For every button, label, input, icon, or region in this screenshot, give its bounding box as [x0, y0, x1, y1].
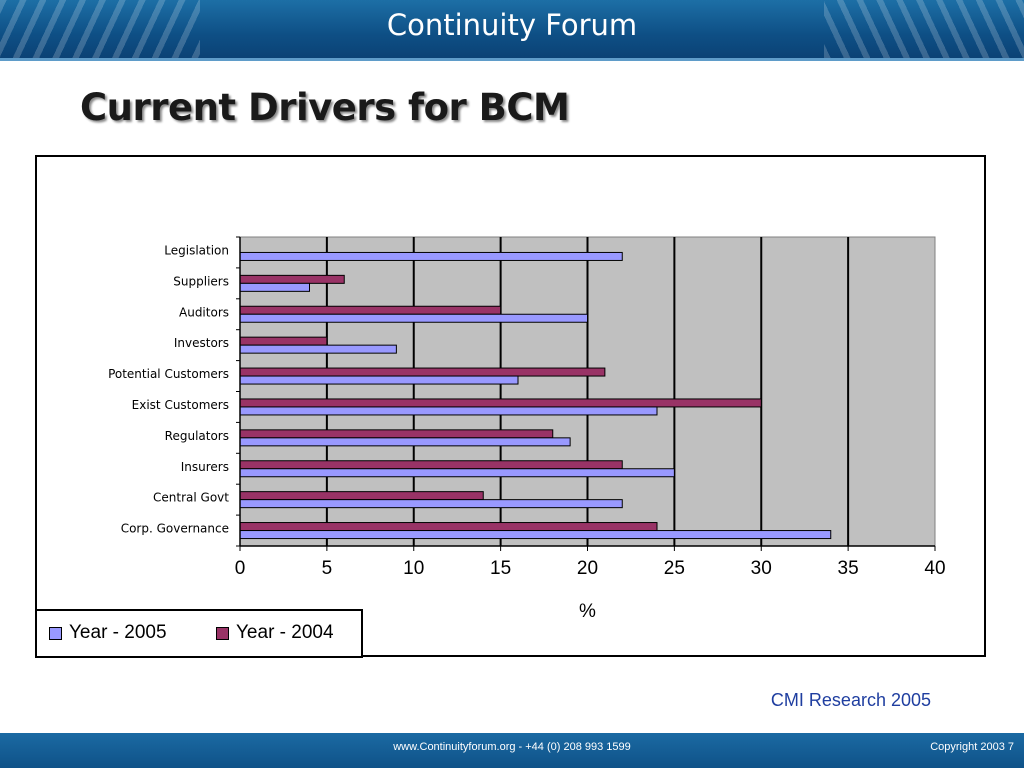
header-accent-line [0, 58, 1024, 61]
legend-label-2005: Year - 2005 [69, 622, 167, 643]
x-tick-label-40: 40 [924, 558, 945, 579]
category-label-5: Exist Customers [132, 398, 229, 412]
footer-contact: www.Continuityforum.org - +44 (0) 208 99… [393, 741, 631, 753]
bar-2004-2 [239, 305, 502, 315]
x-tick-label-0: 0 [235, 558, 246, 579]
category-label-7: Insurers [181, 460, 229, 474]
x-axis-title: % [579, 601, 596, 622]
x-tick-label-25: 25 [664, 558, 685, 579]
bar-chart: Legislation Suppliers Auditors Investors Pot… [108, 236, 946, 622]
bar-2005-9 [239, 530, 832, 540]
category-label-9: Corp. Governance [121, 522, 229, 536]
x-tick-label-15: 15 [490, 558, 511, 579]
category-label-3: Investors [174, 336, 229, 350]
legend-item-2005: Year - 2005 [49, 622, 167, 644]
x-tick-label-35: 35 [838, 558, 859, 579]
building-graphic-right [824, 0, 1024, 58]
brand-title: Continuity Forum [386, 8, 638, 42]
bar-2004-3 [239, 336, 328, 346]
x-tick-label-20: 20 [577, 558, 598, 579]
category-label-8: Central Govt [153, 491, 229, 505]
category-label-6: Regulators [165, 429, 229, 443]
legend-swatch-2004 [216, 626, 229, 640]
bar-2005-2 [239, 313, 588, 323]
bar-2004-8 [239, 491, 484, 501]
bar-2005-5 [239, 406, 658, 416]
x-tick-label-30: 30 [751, 558, 772, 579]
bar-2004-6 [239, 429, 554, 439]
source-credit: CMI Research 2005 [770, 690, 931, 710]
footer-copyright: Copyright 2003 7 [930, 741, 1014, 753]
slide-footer: www.Continuityforum.org - +44 (0) 208 99… [0, 733, 1024, 768]
chart-legend: Year - 2005 Year - 2004 [35, 609, 363, 658]
bar-2005-8 [239, 499, 623, 509]
slide-header: Continuity Forum [0, 0, 1024, 58]
bar-2004-5 [239, 398, 762, 408]
slide-title: Current Drivers for BCM [80, 86, 570, 129]
x-tick-label-10: 10 [403, 558, 424, 579]
legend-swatch-2005 [49, 626, 62, 640]
bar-2005-4 [239, 375, 519, 385]
building-graphic-left [0, 0, 200, 58]
bar-2004-7 [239, 460, 623, 470]
bar-2005-7 [239, 468, 675, 478]
category-label-1: Suppliers [173, 274, 229, 288]
bar-2004-1 [239, 274, 345, 284]
category-label-4: Potential Customers [108, 367, 229, 381]
bar-2005-1 [239, 282, 310, 292]
x-tick-label-5: 5 [322, 558, 333, 579]
bar-2005-3 [239, 344, 397, 354]
legend-label-2004: Year - 2004 [236, 622, 334, 643]
bar-2005-6 [239, 437, 571, 447]
legend-item-2004: Year - 2004 [216, 622, 334, 644]
bar-2004-4 [239, 367, 606, 377]
category-label-2: Auditors [179, 305, 229, 319]
category-label-0: Legislation [164, 243, 229, 257]
bar-2004-9 [239, 522, 658, 532]
chart-frame: Legislation Suppliers Auditors Investors Pot… [35, 155, 986, 657]
bar-2005-0 [239, 251, 623, 261]
